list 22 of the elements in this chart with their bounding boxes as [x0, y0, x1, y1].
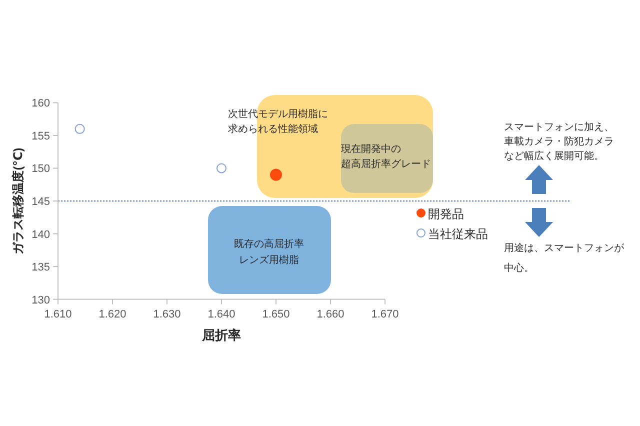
x-tick-label: 1.630 — [153, 308, 181, 320]
y-tick-label: 155 — [32, 130, 50, 142]
x-tick-label: 1.620 — [98, 308, 126, 320]
y-tick-label: 130 — [32, 294, 50, 306]
y-tick-label: 150 — [32, 163, 50, 176]
x-tick-label: 1.670 — [371, 308, 399, 320]
y-tick-label: 160 — [32, 98, 50, 110]
y-tick-label: 140 — [32, 228, 50, 241]
y-tick-label: 135 — [32, 262, 50, 274]
x-tick-label: 1.650 — [262, 308, 290, 320]
x-axis-title: 屈折率 — [202, 327, 241, 342]
x-tick-label: 1.660 — [316, 308, 344, 320]
legend-label: 開発品 — [428, 207, 464, 221]
x-tick-label: 1.640 — [208, 308, 236, 320]
y-tick-label: 145 — [32, 196, 50, 208]
y-axis-title: ガラス転移温度(℃) — [11, 148, 25, 254]
x-tick-label: 1.610 — [44, 308, 72, 320]
annotation: 現在開発中の超高屈折率グレード — [341, 144, 431, 170]
annotation: スマートフォンに加え、車載カメラ・防犯カメラなど幅広く展開可能。 — [504, 122, 614, 162]
legend-label: 当社従来品 — [428, 227, 488, 241]
annotation: 用途は、スマートフォンが中心。 — [504, 243, 624, 274]
annotation: 既存の高屈折率レンズ用樹脂 — [234, 239, 304, 266]
